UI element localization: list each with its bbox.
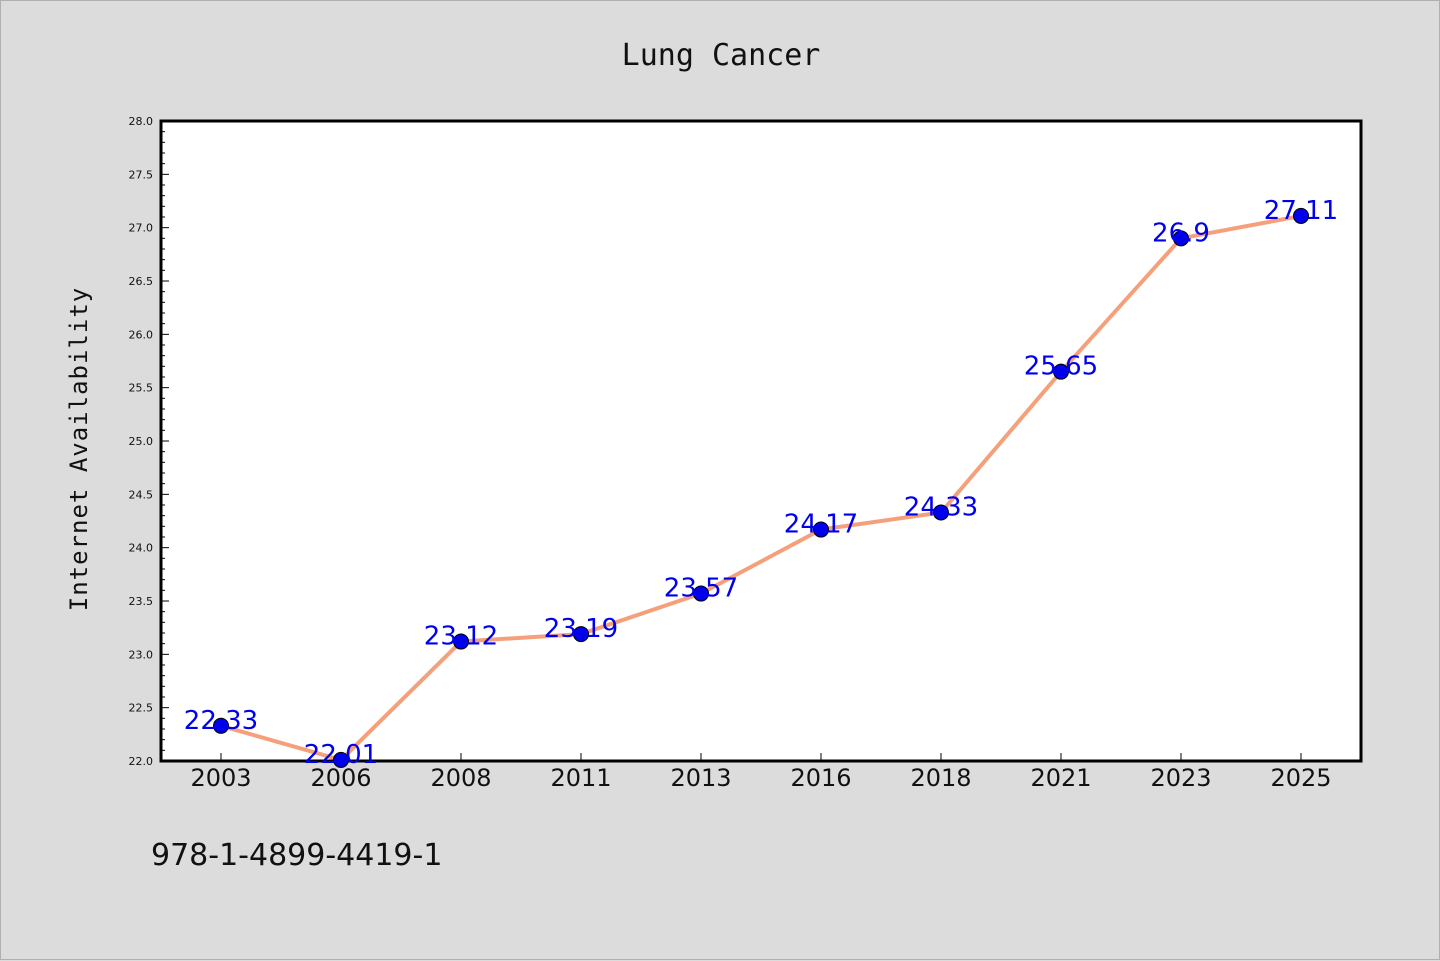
y-tick-label: 22.0 [129, 755, 154, 768]
data-point [1293, 207, 1309, 224]
data-label: 26.9 [1152, 218, 1210, 248]
y-tick-label: 23.0 [129, 648, 154, 661]
y-tick-label: 24.0 [129, 542, 154, 555]
chart-title: Lung Cancer [622, 38, 821, 73]
y-axis-label: Internet Availability [65, 287, 93, 611]
data-label: 22.33 [184, 706, 258, 736]
data-point [213, 717, 229, 734]
data-point [933, 504, 949, 521]
y-tick-label: 28.0 [129, 115, 154, 128]
x-tick-label: 2025 [1270, 764, 1331, 792]
data-labels: 22.33 22.01 23.12 23.19 23.57 24.17 24.33 25.65… [184, 196, 1338, 770]
x-axis: 2003 2006 2008 2011 2013 2016 2018 2021 2023 2025 [190, 753, 1332, 792]
y-tick-label: 22.5 [129, 702, 154, 715]
x-tick-label: 2011 [550, 764, 611, 792]
y-tick-label: 26.0 [129, 328, 154, 341]
series-line-group [213, 207, 1309, 768]
data-point [813, 521, 829, 538]
y-tick-label: 27.0 [129, 222, 154, 235]
plot-area [159, 119, 1363, 763]
x-tick-label: 2013 [670, 764, 731, 792]
x-tick-label: 2003 [190, 764, 251, 792]
y-tick-label: 25.0 [129, 435, 154, 448]
x-tick-label: 2018 [910, 764, 971, 792]
y-tick-label: 26.5 [129, 275, 154, 288]
y-tick-label: 24.5 [129, 488, 154, 501]
data-label: 23.57 [664, 574, 738, 604]
x-tick-label: 2008 [430, 764, 491, 792]
data-label: 24.17 [784, 510, 858, 540]
data-point [693, 585, 709, 602]
x-tick-label: 2016 [790, 764, 851, 792]
x-tick-label: 2023 [1150, 764, 1211, 792]
data-label: 23.19 [544, 614, 618, 644]
data-label: 22.01 [304, 740, 378, 770]
y-tick-label: 23.5 [129, 595, 154, 608]
data-point [1173, 230, 1189, 247]
footer-isbn: 978-1-4899-4419-1 [151, 838, 442, 873]
data-label: 23.12 [424, 622, 498, 652]
y-axis: 22.0 22.5 23.0 23.5 24.0 24.5 25.0 25.5 26.0 26.5… [129, 115, 169, 768]
data-label: 24.33 [904, 492, 978, 522]
y-tick-label: 25.5 [129, 382, 154, 395]
data-label: 27.11 [1264, 196, 1338, 226]
series-line [220, 213, 1302, 762]
x-tick-label: 2021 [1030, 764, 1091, 792]
data-point [573, 626, 589, 643]
x-tick-label: 2006 [310, 764, 371, 792]
data-point [333, 751, 349, 768]
y-tick-label: 27.5 [129, 168, 154, 181]
data-label: 25.65 [1024, 352, 1098, 382]
data-point [1053, 363, 1069, 380]
data-point [453, 633, 469, 650]
